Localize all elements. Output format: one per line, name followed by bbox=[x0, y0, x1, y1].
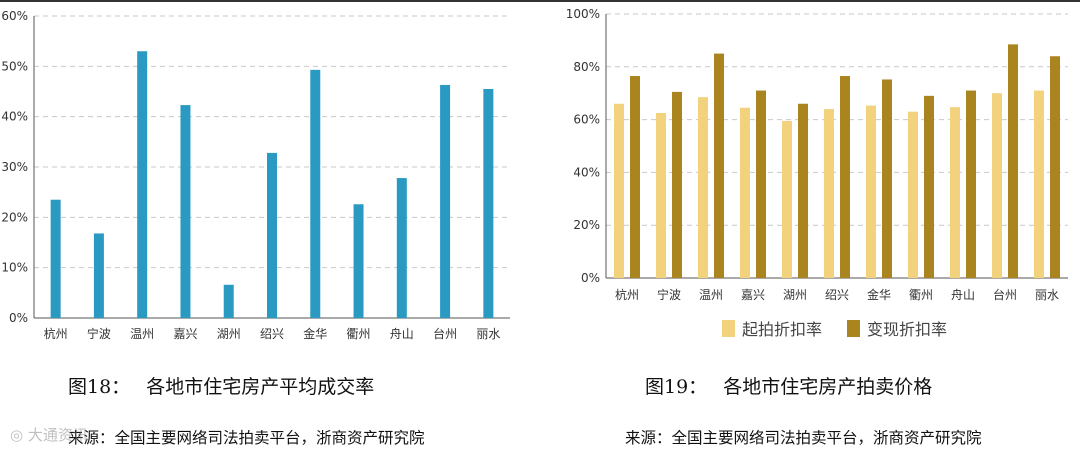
x-tick-label: 绍兴 bbox=[825, 288, 849, 302]
bar bbox=[267, 152, 277, 318]
top-rule bbox=[0, 0, 1080, 2]
x-tick-label: 衢州 bbox=[909, 288, 933, 302]
bar bbox=[798, 103, 808, 278]
bar bbox=[483, 88, 494, 318]
x-tick-label: 嘉兴 bbox=[173, 327, 197, 341]
y-tick-label: 40% bbox=[573, 165, 600, 179]
x-tick-label: 衢州 bbox=[347, 327, 371, 341]
y-tick-label: 20% bbox=[1, 210, 28, 224]
bar bbox=[1034, 90, 1044, 278]
figure-19-source: 来源：全国主要网络司法拍卖平台，浙商资产研究院 bbox=[625, 429, 982, 447]
x-tick-label: 湖州 bbox=[783, 287, 807, 302]
figure-18-title: 各地市住宅房产平均成交率 bbox=[146, 376, 375, 398]
x-tick-label: 丽水 bbox=[1035, 288, 1059, 302]
y-tick-label: 0% bbox=[9, 311, 28, 325]
legend-swatch bbox=[722, 320, 735, 337]
x-tick-label: 嘉兴 bbox=[741, 288, 765, 302]
bar bbox=[93, 233, 104, 318]
x-tick-label: 杭州 bbox=[615, 287, 639, 302]
chart-auction-discount-rate: 0% 20% 40% 60% 80% 100% 杭州 宁波 温州 嘉兴 湖州 绍兴 金华 衢州 舟山 台州 丽水… bbox=[566, 7, 1068, 339]
x-tick-label: 金华 bbox=[303, 326, 327, 341]
legend-swatch bbox=[847, 320, 860, 337]
bar bbox=[908, 111, 918, 279]
watermark-logo-icon: ◎ bbox=[10, 426, 24, 444]
bar bbox=[630, 76, 640, 278]
y-tick-label: 100% bbox=[566, 7, 600, 21]
bar bbox=[698, 97, 708, 278]
x-tick-label: 绍兴 bbox=[260, 327, 284, 341]
bar bbox=[440, 84, 451, 318]
watermark: ◎ 大通资讯 bbox=[10, 424, 88, 445]
bar bbox=[310, 69, 321, 319]
bar bbox=[614, 103, 624, 278]
figure-18-source: 来源：全国主要网络司法拍卖平台，浙商资产研究院 bbox=[68, 429, 425, 447]
bar bbox=[396, 178, 407, 318]
x-tick-label: 台州 bbox=[993, 287, 1017, 302]
bar bbox=[924, 95, 934, 278]
x-tick-label: 宁波 bbox=[87, 326, 111, 341]
x-tick-label: 舟山 bbox=[951, 288, 975, 302]
figure-18-caption: 图18： 各地市住宅房产平均成交率 bbox=[68, 372, 374, 399]
figure-19-caption: 图19： 各地市住宅房产拍卖价格 bbox=[645, 372, 932, 399]
bar bbox=[756, 90, 766, 278]
bar bbox=[824, 109, 834, 278]
bar bbox=[740, 107, 750, 278]
y-tick-label: 80% bbox=[573, 60, 600, 74]
figure-19-title: 各地市住宅房产拍卖价格 bbox=[723, 376, 933, 398]
y-tick-label: 20% bbox=[573, 218, 600, 232]
y-tick-label: 60% bbox=[573, 113, 600, 127]
x-tick-label: 温州 bbox=[699, 288, 723, 302]
figure-18-number: 图18： bbox=[68, 376, 131, 398]
figure-19-number: 图19： bbox=[645, 376, 708, 398]
legend-label: 变现折扣率 bbox=[867, 320, 947, 339]
y-tick-label: 10% bbox=[1, 261, 28, 275]
y-tick-label: 60% bbox=[1, 9, 28, 23]
bar bbox=[672, 91, 682, 278]
bar bbox=[782, 120, 792, 278]
bar bbox=[714, 53, 724, 278]
y-tick-label: 40% bbox=[1, 110, 28, 124]
legend-label: 起拍折扣率 bbox=[742, 320, 822, 339]
bar bbox=[50, 199, 61, 318]
bar bbox=[840, 76, 850, 278]
bar bbox=[866, 105, 876, 278]
bar bbox=[950, 107, 960, 278]
x-tick-label: 湖州 bbox=[217, 326, 241, 341]
bar bbox=[353, 204, 364, 318]
x-tick-label: 舟山 bbox=[390, 327, 414, 341]
x-tick-label: 宁波 bbox=[657, 287, 681, 302]
x-tick-label: 台州 bbox=[433, 326, 457, 341]
bar bbox=[180, 105, 191, 318]
bar bbox=[137, 51, 148, 318]
y-tick-label: 50% bbox=[1, 59, 28, 73]
x-tick-label: 温州 bbox=[130, 327, 154, 341]
bar bbox=[1008, 44, 1018, 278]
y-tick-label: 30% bbox=[1, 160, 28, 174]
bar bbox=[656, 113, 666, 278]
chart-average-deal-rate: 0% 10% 20% 30% 40% 50% 60% 杭州 宁波 温州 嘉兴 湖州 绍兴 金华 衢州 舟山 台州… bbox=[1, 9, 510, 341]
watermark-text: 大通资讯 bbox=[27, 426, 88, 444]
x-tick-label: 金华 bbox=[867, 287, 891, 302]
bar bbox=[1050, 56, 1060, 278]
x-tick-label: 杭州 bbox=[44, 326, 68, 341]
bar bbox=[882, 79, 892, 278]
bar bbox=[223, 284, 234, 318]
bar bbox=[966, 90, 976, 278]
bar bbox=[992, 93, 1002, 278]
x-tick-label: 丽水 bbox=[476, 327, 500, 341]
y-tick-label: 0% bbox=[581, 271, 600, 285]
